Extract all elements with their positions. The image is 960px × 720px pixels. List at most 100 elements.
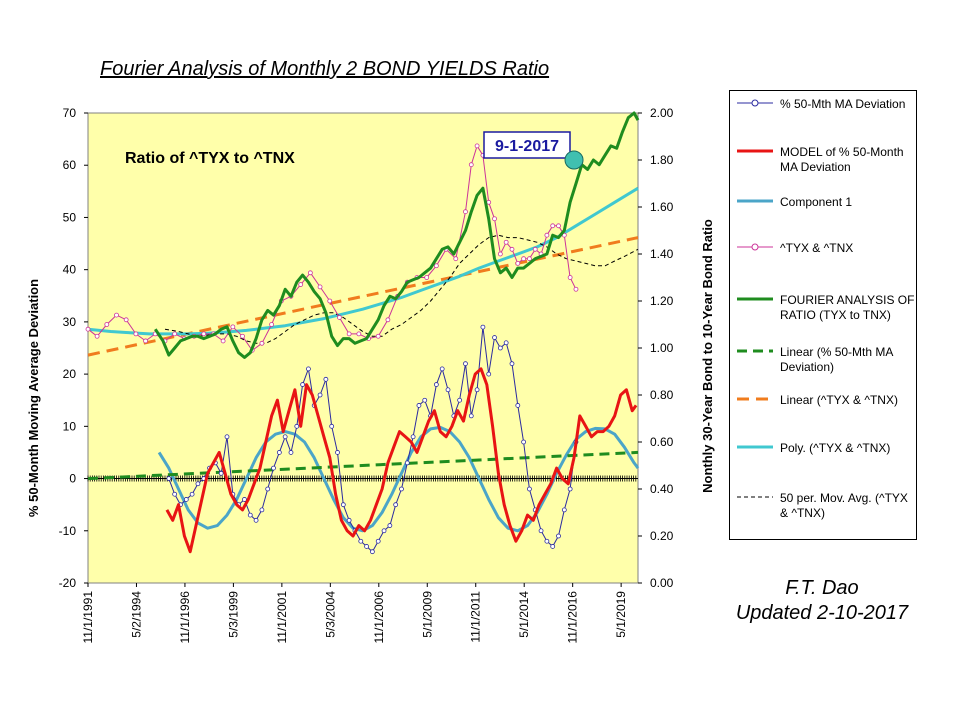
point-deviation [358,538,364,544]
point-deviation [323,376,329,382]
point-ratio [527,256,532,262]
point-ratio [220,338,226,344]
y-tick-label-left: 20 [63,367,77,381]
legend-label: Component 1 [780,195,853,209]
point-ratio [356,331,362,337]
point-deviation [340,502,346,508]
credit: F.T. Dao Updated 2-10-2017 [722,576,922,626]
y-tick-label-right: 2.00 [650,106,674,120]
y-tick-label-left: 50 [63,210,77,224]
point-deviation [527,486,532,492]
point-deviation [416,403,422,408]
y-tick-label-right: 1.20 [650,294,674,308]
point-ratio [259,340,265,346]
legend-label: Linear (% 50-Mth MA Deviation) [780,345,893,374]
point-deviation [265,486,271,492]
y-tick-label-left: 0 [69,472,76,486]
y-tick-label-right: 1.00 [650,341,674,355]
x-tick-label: 11/1/2016 [566,591,580,644]
point-ratio [521,256,527,262]
point-ratio [385,317,391,323]
point-deviation [439,366,445,372]
point-deviation [224,434,230,440]
point-ratio [573,286,579,292]
date-box [483,131,571,159]
point-ratio [269,322,274,327]
point-deviation [561,507,567,513]
point-deviation [271,465,276,471]
legend-label: Linear (^TYX & ^TNX) [780,393,898,407]
point-deviation [521,439,527,445]
y-tick-label-left: -10 [59,524,77,538]
legend-symbol [737,149,773,153]
point-ratio [468,162,474,168]
legend-label: MODEL of % 50-Month MA Deviation [780,145,904,174]
point-deviation [497,345,503,351]
x-tick-label: 11/1/1996 [178,591,192,644]
point-deviation [480,324,486,330]
point-deviation [306,366,311,372]
point-deviation [329,423,335,429]
point-deviation [282,434,288,440]
point-deviation [183,497,189,502]
y-tick-label-right: 0.80 [650,388,674,402]
y-tick-label-right: 0.60 [650,435,674,449]
legend-label: FOURIER ANALYSIS OF RATIO (TYX to TNX) [780,293,915,322]
point-deviation [346,517,352,523]
y-tick-label-left: 60 [63,158,77,172]
point-deviation [550,544,556,549]
y-axis-label-right: Nonthly 30-Year Bond to 10-Year Bond Rat… [700,219,715,493]
point-deviation [544,538,550,544]
legend-symbol [737,397,773,401]
point-ratio [133,331,139,337]
point-ratio [544,232,550,238]
point-deviation [404,460,410,466]
x-tick-label: 5/3/1999 [226,591,240,638]
point-deviation [410,434,416,440]
point-deviation [492,335,497,340]
y-axis-label-left: % 50-Month Moving Average Deviation [26,279,41,517]
legend-label: Poly. (^TYX & ^TNX) [780,441,891,455]
point-deviation [195,481,201,487]
point-ratio [317,284,323,290]
point-ratio [143,338,148,344]
point-ratio [492,216,497,222]
point-deviation [433,382,439,387]
point-ratio [201,331,207,337]
point-deviation [468,413,474,419]
series-line-fourier [154,111,640,359]
plot-area [87,112,639,584]
legend: % 50-Mth MA Deviation MODEL of % 50-Month… [729,90,917,540]
annotation-text: Ratio of ^TYX to ^TNX [125,150,295,167]
point-deviation [218,470,224,476]
legend-label: 50 per. Mov. Avg. (^TYX & ^TNX) [780,491,908,520]
x-tick-label: 11/1/2001 [275,591,289,644]
legend-symbol [737,297,773,301]
point-ratio [424,275,430,280]
point-ratio [307,270,313,276]
point-deviation [387,523,393,528]
author: F.T. Dao [785,577,859,599]
legend-label: % 50-Mth MA Deviation [780,97,906,111]
x-tick-label: 5/3/2004 [323,591,337,638]
point-ratio [114,312,119,318]
point-deviation [166,476,172,481]
point-ratio [172,331,178,337]
y-tick-label-right: 1.40 [650,247,674,261]
legend-symbol [737,445,773,449]
point-ratio [550,223,556,229]
point-ratio [104,322,110,327]
point-deviation [538,528,544,534]
legend-symbol [737,243,773,251]
point-ratio [433,263,439,269]
point-ratio [497,251,503,257]
point-ratio [503,239,509,245]
series-line-component1 [157,425,640,533]
point-deviation [364,544,369,549]
updated-date: Updated 2-10-2017 [735,602,909,624]
point-ratio [327,298,333,304]
point-deviation [253,517,259,523]
legend-symbol [737,199,773,203]
marker-point [564,150,584,170]
